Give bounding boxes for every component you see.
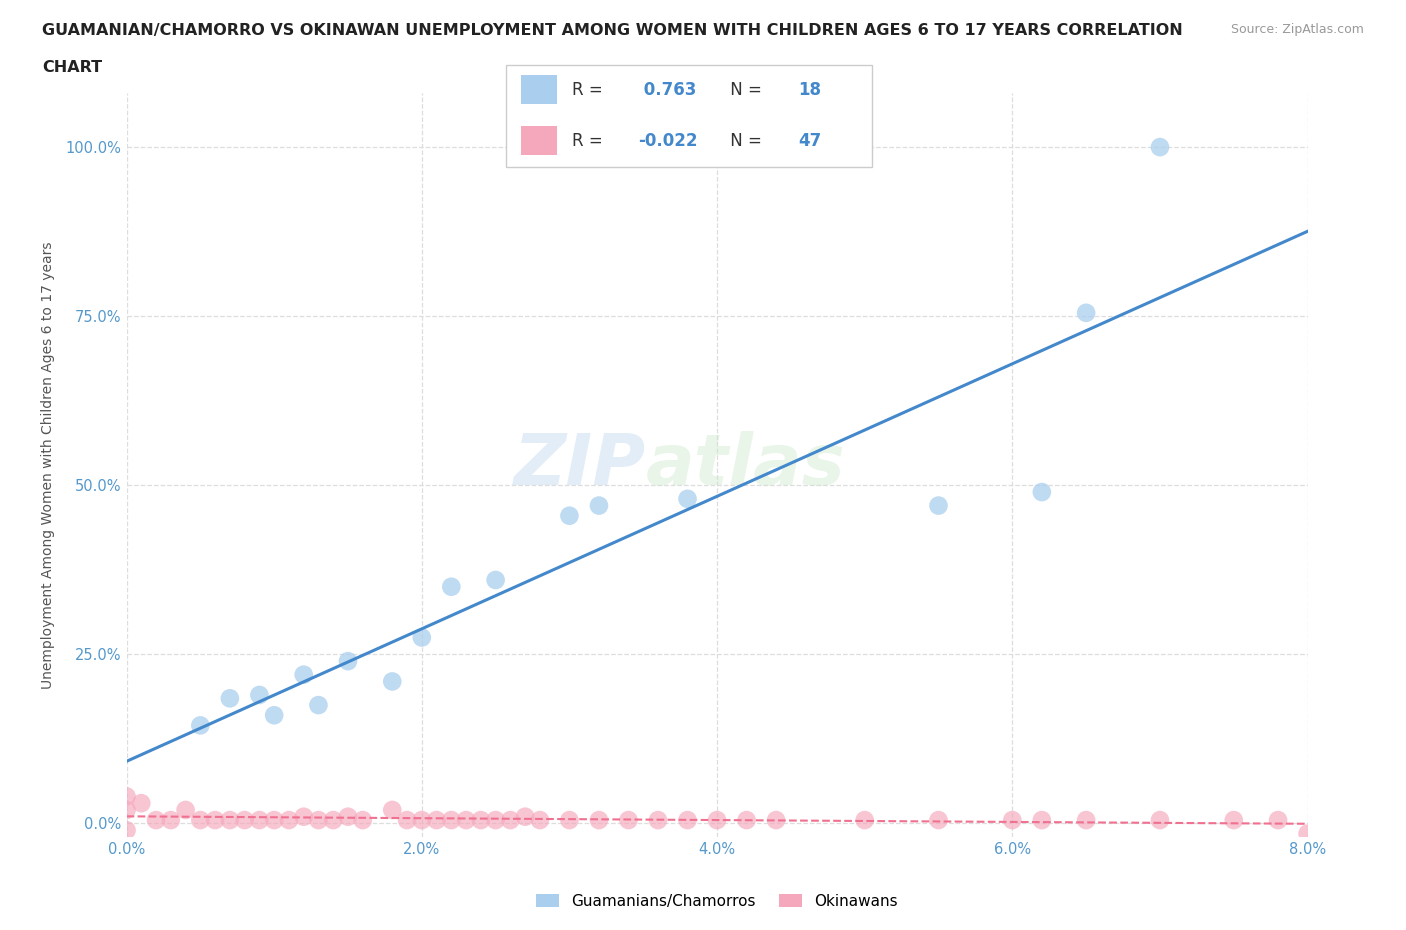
Point [928,498,950,513]
Point [425,813,447,828]
Point [174,803,197,817]
Point [247,813,270,828]
Point [676,813,699,828]
Text: 0.763: 0.763 [638,81,696,99]
Point [765,813,787,828]
Text: Source: ZipAtlas.com: Source: ZipAtlas.com [1230,23,1364,36]
FancyBboxPatch shape [506,65,872,167]
Point [1267,813,1289,828]
Text: GUAMANIAN/CHAMORRO VS OKINAWAN UNEMPLOYMENT AMONG WOMEN WITH CHILDREN AGES 6 TO : GUAMANIAN/CHAMORRO VS OKINAWAN UNEMPLOYM… [42,23,1182,38]
Point [1149,813,1171,828]
Point [278,813,301,828]
Point [1031,485,1053,499]
Point [1149,140,1171,154]
Point [735,813,758,828]
Point [322,813,344,828]
Point [381,674,404,689]
Text: 47: 47 [799,132,823,150]
Text: N =: N = [725,81,768,99]
Point [454,813,477,828]
Point [928,813,950,828]
Point [337,809,360,824]
Point [1076,305,1098,320]
Point [529,813,551,828]
Point [219,813,242,828]
Point [706,813,728,828]
Text: 18: 18 [799,81,821,99]
Point [204,813,226,828]
Point [588,498,610,513]
Text: ZIP: ZIP [515,431,647,499]
Point [233,813,256,828]
Point [1076,813,1098,828]
Text: -0.022: -0.022 [638,132,697,150]
Point [381,803,404,817]
Text: R =: R = [572,81,607,99]
Point [188,813,211,828]
Point [396,813,419,828]
Point [853,813,876,828]
Point [129,796,153,811]
Point [292,667,315,682]
Point [307,813,329,828]
Point [440,579,463,594]
Point [1001,813,1024,828]
Text: atlas: atlas [647,431,846,499]
Point [617,813,640,828]
Point [515,809,537,824]
Legend: Guamanians/Chamorros, Okinawans: Guamanians/Chamorros, Okinawans [530,887,904,915]
Point [484,573,508,588]
Point [145,813,167,828]
Point [247,687,270,702]
Point [263,708,285,723]
Point [115,803,138,817]
Point [188,718,211,733]
Point [219,691,242,706]
Point [499,813,522,828]
Point [558,509,581,524]
Point [411,630,433,644]
Point [263,813,285,828]
Point [440,813,463,828]
Point [411,813,433,828]
Point [115,823,138,838]
Point [588,813,610,828]
Point [470,813,492,828]
Point [337,654,360,669]
FancyBboxPatch shape [520,75,557,104]
Point [160,813,183,828]
Point [676,491,699,506]
Point [352,813,374,828]
Point [558,813,581,828]
Text: R =: R = [572,132,607,150]
Point [1296,826,1319,841]
Point [1031,813,1053,828]
Text: N =: N = [725,132,768,150]
Point [647,813,669,828]
FancyBboxPatch shape [520,126,557,155]
Point [484,813,508,828]
Point [307,698,329,712]
Point [1222,813,1246,828]
Y-axis label: Unemployment Among Women with Children Ages 6 to 17 years: Unemployment Among Women with Children A… [41,241,55,689]
Text: CHART: CHART [42,60,103,75]
Point [292,809,315,824]
Point [115,789,138,804]
